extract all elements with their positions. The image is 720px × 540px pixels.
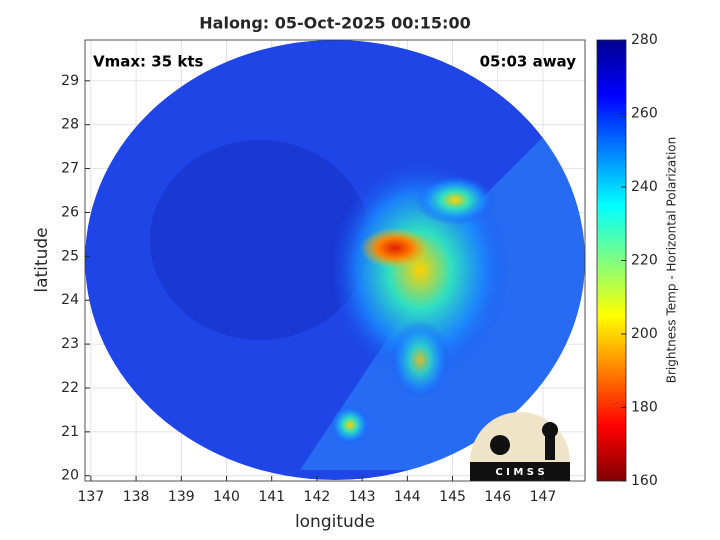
y-axis-label: latitude — [32, 227, 52, 292]
colorbar-tick-label: 260 — [631, 106, 658, 122]
colorbar-tick-label: 160 — [631, 473, 658, 489]
y-tick-label: 28 — [61, 117, 79, 133]
x-tick-label: 146 — [484, 489, 511, 505]
logo-text: C I M S S — [495, 467, 544, 478]
colorbar-tick-label: 220 — [631, 253, 658, 269]
colorbar-tick-label: 280 — [631, 32, 658, 48]
y-tick-label: 24 — [61, 292, 79, 308]
x-tick-label: 141 — [258, 489, 285, 505]
y-tick-label: 27 — [61, 161, 79, 177]
y-tick-label: 21 — [61, 424, 79, 440]
y-tick-label: 20 — [61, 468, 79, 484]
colorbar-label: Brightness Temp - Horizontal Polarizatio… — [665, 137, 679, 384]
x-tick-label: 145 — [439, 489, 466, 505]
x-tick-label: 138 — [123, 489, 150, 505]
y-tick-label: 26 — [61, 204, 79, 220]
chart-title: Halong: 05-Oct-2025 00:15:00 — [199, 14, 470, 33]
colorbar-tick-label: 200 — [631, 326, 658, 342]
x-tick-label: 142 — [304, 489, 331, 505]
logo: C I M S S — [470, 412, 570, 481]
colorbar-tick-label: 180 — [631, 400, 658, 416]
x-tick-label: 137 — [78, 489, 105, 505]
y-tick-label: 25 — [61, 248, 79, 264]
plot-frame — [84, 39, 586, 482]
x-axis-label: longitude — [295, 512, 375, 532]
x-tick-label: 139 — [168, 489, 195, 505]
y-tick-label: 23 — [61, 336, 79, 352]
x-tick-label: 143 — [349, 489, 376, 505]
y-tick-label: 29 — [61, 73, 79, 89]
y-tick-label: 22 — [61, 380, 79, 396]
x-tick-label: 140 — [213, 489, 240, 505]
x-tick-label: 147 — [530, 489, 557, 505]
annotation: Vmax: 35 kts — [93, 53, 203, 71]
x-tick-label: 144 — [394, 489, 421, 505]
colorbar-tick-label: 240 — [631, 179, 658, 195]
swath-image — [85, 40, 585, 480]
annotation: 05:03 away — [480, 53, 577, 71]
